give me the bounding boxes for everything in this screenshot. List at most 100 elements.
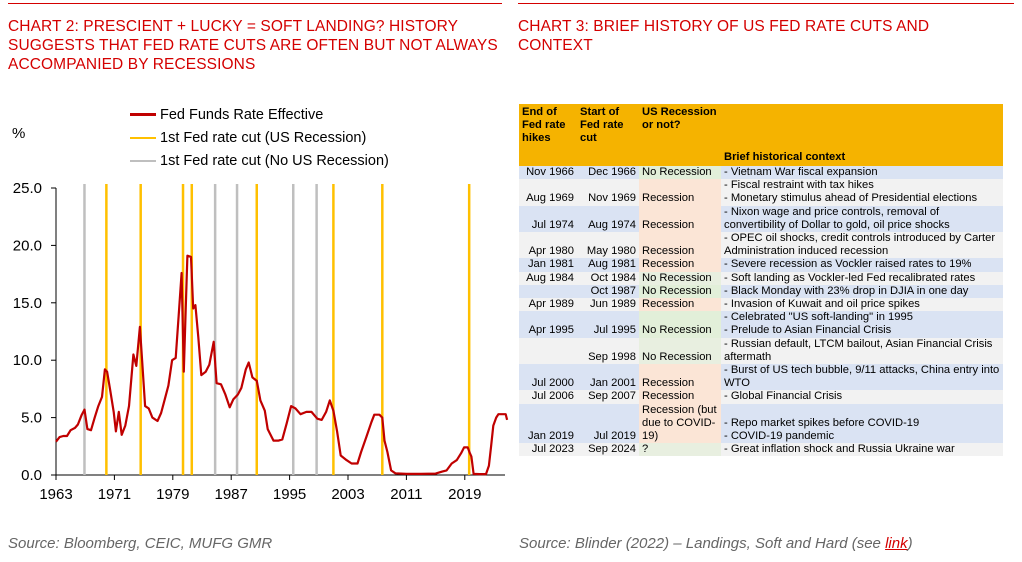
cell-end-of-hikes: Apr 1980 bbox=[519, 232, 577, 259]
x-tick-label: 2011 bbox=[390, 486, 422, 503]
cell-end-of-hikes: Jan 1981 bbox=[519, 258, 577, 272]
cell-context: - Global Financial Crisis bbox=[721, 390, 1003, 404]
x-tick-label: 1971 bbox=[98, 486, 131, 503]
cell-context: - Burst of US tech bubble, 9/11 attacks,… bbox=[721, 364, 1003, 391]
cell-start-of-cut: Jul 2019 bbox=[577, 403, 639, 444]
cell-start-of-cut: Dec 1966 bbox=[577, 166, 639, 180]
table-row: Apr 1980 May 1980 Recession - OPEC oil shoc… bbox=[519, 232, 1003, 259]
cell-recession: No Recession bbox=[639, 337, 721, 365]
col-header-context: Brief historical context bbox=[721, 104, 1003, 166]
cell-context: - Celebrated "US soft-landing" in 1995- … bbox=[721, 311, 1003, 338]
cell-recession: No Recession bbox=[639, 166, 721, 180]
table-row: Jul 1974 Aug 1974 Recession - Nixon wage an… bbox=[519, 205, 1003, 233]
cell-start-of-cut: Nov 1969 bbox=[577, 179, 639, 206]
cell-end-of-hikes: Jul 1974 bbox=[519, 205, 577, 233]
legend-swatch-recession-cut bbox=[130, 136, 156, 139]
cell-end-of-hikes: Apr 1989 bbox=[519, 298, 577, 312]
cell-recession: Recession bbox=[639, 232, 721, 259]
cell-recession: Recession bbox=[639, 390, 721, 404]
left-title-rule bbox=[8, 3, 502, 4]
cell-recession: Recession bbox=[639, 298, 721, 312]
legend-item-no-recession-cut: 1st Fed rate cut (No US Recession) bbox=[130, 149, 389, 172]
table-row: Jan 2019 Jul 2019 Recession (but due to CO… bbox=[519, 403, 1003, 444]
table-header-row: End of Fed rate hikes Start of Fed rate … bbox=[519, 104, 1003, 166]
col-header-end-of-hikes: End of Fed rate hikes bbox=[519, 104, 577, 166]
cell-context: - Great inflation shock and Russia Ukrai… bbox=[721, 443, 1003, 457]
cell-end-of-hikes bbox=[519, 284, 577, 299]
cell-end-of-hikes bbox=[519, 337, 577, 365]
table-row: Jan 1981 Aug 1981 Recession - Severe recess… bbox=[519, 258, 1003, 272]
y-tick-label: 0.0 bbox=[21, 467, 42, 484]
table-row: Aug 1984 Oct 1984 No Recession - Soft landi… bbox=[519, 271, 1003, 285]
legend-item-recession-cut: 1st Fed rate cut (US Recession) bbox=[130, 126, 389, 149]
cell-recession: ? bbox=[639, 443, 721, 457]
cell-end-of-hikes: Jul 2006 bbox=[519, 390, 577, 404]
x-tick-label: 1987 bbox=[215, 486, 248, 503]
y-tick-label: 25.0 bbox=[13, 180, 42, 197]
table-row: Apr 1995 Jul 1995 No Recession - Celebrated… bbox=[519, 311, 1003, 338]
right-chart-title: CHART 3: BRIEF HISTORY OF US FED RATE CU… bbox=[518, 18, 930, 54]
cell-end-of-hikes: Jan 2019 bbox=[519, 403, 577, 444]
fed-funds-chart: 0.0 5.0 10.0 15.0 20.0 25.0 1963 1971 1979 1987 1… bbox=[13, 180, 509, 503]
y-tick-label: 5.0 bbox=[21, 410, 42, 427]
table-row: Jul 2000 Jan 2001 Recession - Burst of US t… bbox=[519, 364, 1003, 391]
cell-context: - Russian default, LTCM bailout, Asian F… bbox=[721, 337, 1003, 365]
y-axis-unit-label: % bbox=[12, 125, 26, 142]
cell-start-of-cut: Sep 2007 bbox=[577, 390, 639, 404]
cell-start-of-cut: Oct 1984 bbox=[577, 271, 639, 285]
legend-item-fed-funds: Fed Funds Rate Effective bbox=[130, 103, 389, 126]
legend-swatch-fed-funds bbox=[130, 113, 156, 116]
chart-legend: Fed Funds Rate Effective 1st Fed rate cu… bbox=[130, 103, 389, 172]
cell-end-of-hikes: Nov 1966 bbox=[519, 166, 577, 180]
cell-end-of-hikes: Apr 1995 bbox=[519, 311, 577, 338]
cell-end-of-hikes: Aug 1984 bbox=[519, 271, 577, 285]
cell-recession: Recession bbox=[639, 179, 721, 206]
cell-start-of-cut: Jun 1989 bbox=[577, 298, 639, 312]
cell-recession: No Recession bbox=[639, 271, 721, 285]
table-row: Aug 1969 Nov 1969 Recession - Fiscal restra… bbox=[519, 179, 1003, 206]
fed-funds-rate-line bbox=[55, 254, 509, 476]
table-row: Oct 1987 No Recession - Black Monday with … bbox=[519, 284, 1003, 299]
table-row: Jul 2006 Sep 2007 Recession - Global Financ… bbox=[519, 390, 1003, 404]
cell-recession: No Recession bbox=[639, 284, 721, 299]
cell-recession: Recession bbox=[639, 364, 721, 391]
right-source-suffix: ) bbox=[907, 535, 913, 552]
table-row: Nov 1966 Dec 1966 No Recession - Vietnam Wa… bbox=[519, 166, 1003, 180]
y-tick-label: 15.0 bbox=[13, 295, 42, 312]
x-axis: 1963 1971 1979 1987 1995 2003 2011 2019 bbox=[39, 474, 505, 503]
x-tick-label: 1995 bbox=[273, 486, 306, 503]
cell-context: - Nixon wage and price controls, removal… bbox=[721, 205, 1003, 233]
left-source-note: Source: Bloomberg, CEIC, MUFG GMR bbox=[8, 535, 273, 552]
table-body: Nov 1966 Dec 1966 No Recession - Vietnam Wa… bbox=[519, 166, 1003, 457]
legend-label-fed-funds: Fed Funds Rate Effective bbox=[160, 106, 324, 123]
cell-context: - Fiscal restraint with tax hikes - Monet… bbox=[721, 179, 1003, 206]
cell-context: - OPEC oil shocks, credit controls intro… bbox=[721, 232, 1003, 259]
x-tick-label: 1979 bbox=[156, 486, 189, 503]
cell-start-of-cut: Aug 1981 bbox=[577, 258, 639, 272]
cell-context: - Invasion of Kuwait and oil price spike… bbox=[721, 298, 1003, 312]
cell-start-of-cut: Sep 1998 bbox=[577, 337, 639, 365]
right-source-note: Source: Blinder (2022) – Landings, Soft … bbox=[519, 535, 913, 552]
rate-cut-lines bbox=[83, 184, 471, 475]
right-title-rule bbox=[518, 3, 1014, 4]
y-tick-label: 20.0 bbox=[13, 237, 42, 254]
cell-context: - Vietnam War fiscal expansion bbox=[721, 166, 1003, 180]
col-header-start-of-cut: Start of Fed rate cut bbox=[577, 104, 639, 166]
y-tick-label: 10.0 bbox=[13, 352, 42, 369]
cell-start-of-cut: Sep 2024 bbox=[577, 443, 639, 457]
table-row: Apr 1989 Jun 1989 Recession - Invasion of K… bbox=[519, 298, 1003, 312]
x-tick-label: 2003 bbox=[331, 486, 364, 503]
table-row: Sep 1998 No Recession - Russian default, L… bbox=[519, 337, 1003, 365]
cell-end-of-hikes: Aug 1969 bbox=[519, 179, 577, 206]
cell-start-of-cut: Jan 2001 bbox=[577, 364, 639, 391]
cell-end-of-hikes: Jul 2000 bbox=[519, 364, 577, 391]
cell-context: - Soft landing as Vockler-led Fed recali… bbox=[721, 271, 1003, 285]
source-link[interactable]: link bbox=[885, 535, 908, 552]
x-tick-label: 1963 bbox=[39, 486, 72, 503]
cell-context: - Black Monday with 23% drop in DJIA in … bbox=[721, 284, 1003, 299]
left-chart-title: CHART 2: PRESCIENT + LUCKY = SOFT LANDIN… bbox=[8, 18, 498, 73]
cell-start-of-cut: Aug 1974 bbox=[577, 205, 639, 233]
cell-recession: Recession (but due to COVID-19) bbox=[639, 403, 721, 444]
table-row: Jul 2023 Sep 2024? - Great inflation shock… bbox=[519, 443, 1003, 457]
cell-recession: Recession bbox=[639, 258, 721, 272]
